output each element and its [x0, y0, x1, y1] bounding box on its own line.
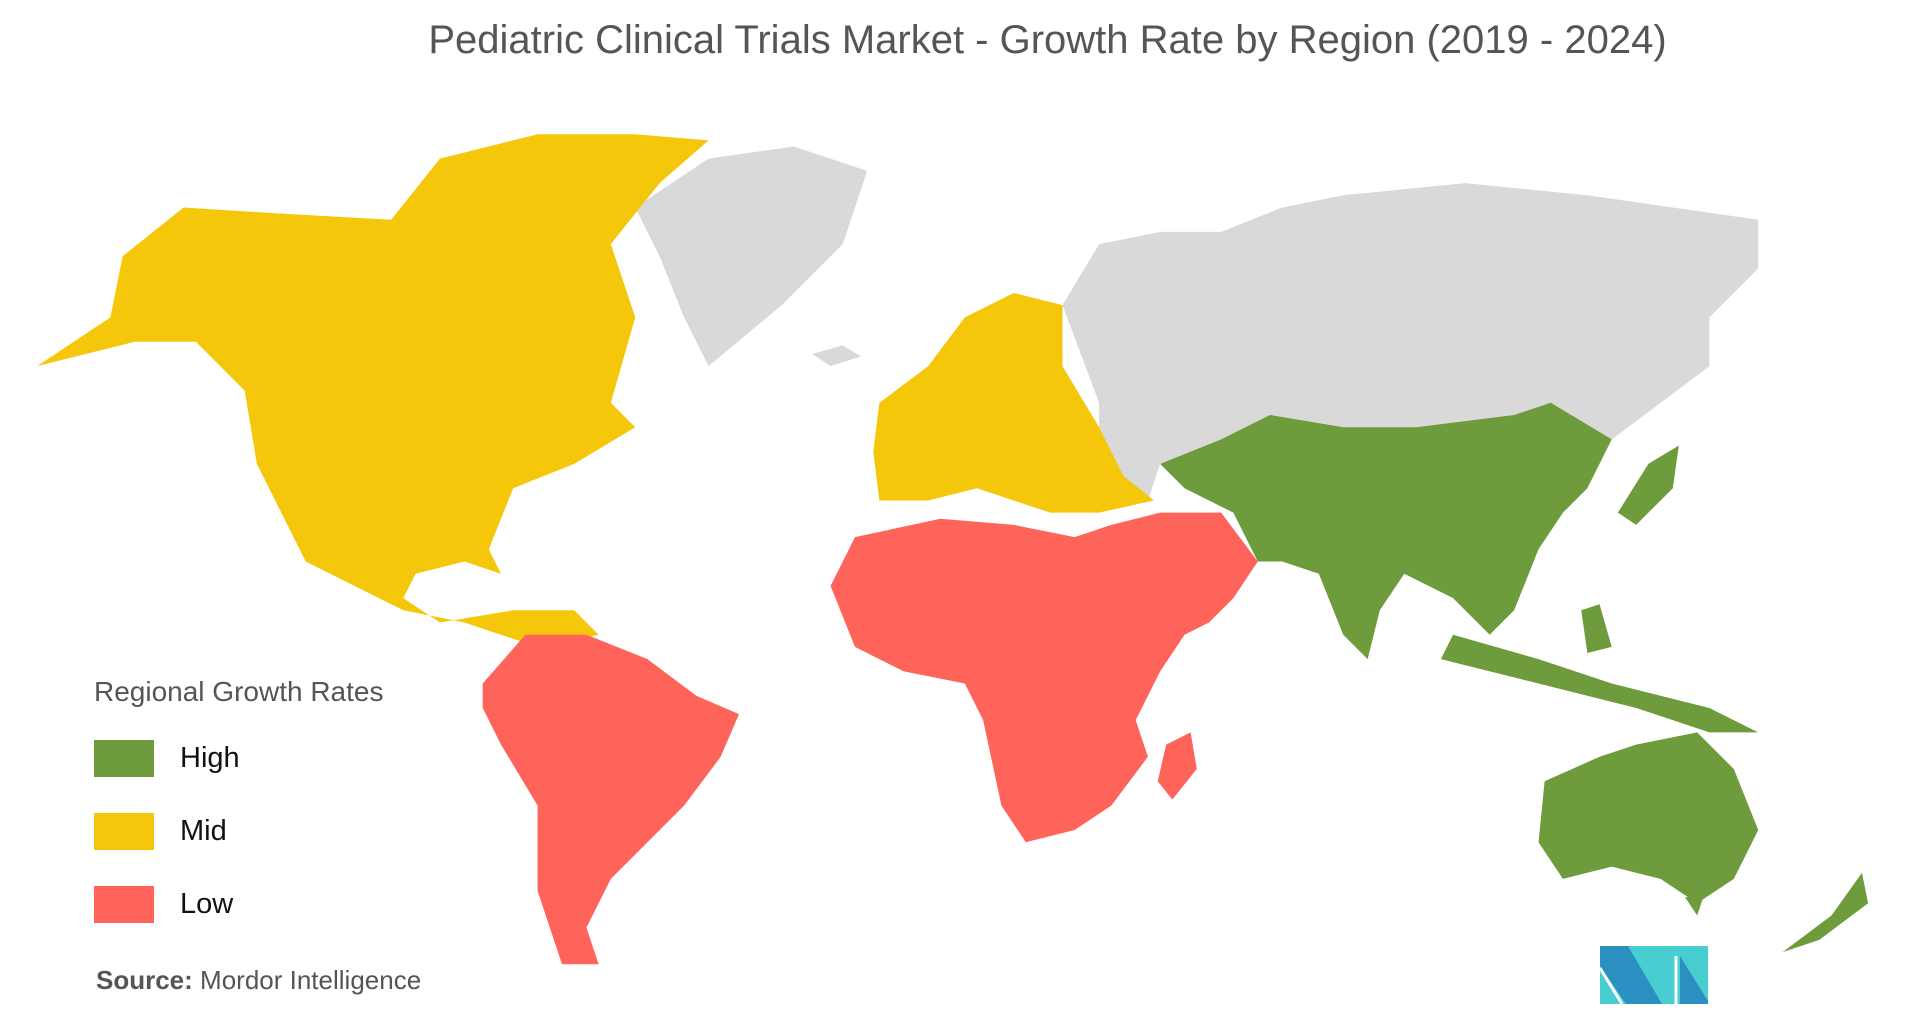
legend-label: Mid [180, 814, 227, 847]
region-asia-pacific [1160, 402, 1612, 660]
philippines [1581, 604, 1612, 654]
iceland [812, 345, 862, 367]
region-south-america [482, 634, 740, 965]
uk [897, 390, 923, 440]
greenland [635, 146, 868, 367]
new-zealand [1782, 872, 1869, 953]
source-note: Source: Mordor Intelligence [96, 965, 421, 996]
legend-label: Low [180, 887, 234, 920]
region-middle-east-africa [830, 512, 1258, 843]
region-europe [873, 292, 1155, 513]
legend-title: Regional Growth Rates [94, 676, 384, 707]
tasmania [1684, 897, 1704, 916]
legend-item-high: High [94, 738, 383, 778]
indonesia [1440, 634, 1759, 733]
australia [1538, 732, 1759, 904]
region-north-america [37, 134, 709, 647]
source-value: Mordor Intelligence [200, 965, 422, 995]
japan [1617, 445, 1679, 525]
legend-item-low: Low [94, 884, 383, 924]
madagascar [1157, 732, 1197, 800]
source-label: Source: [96, 965, 193, 995]
russia [1062, 183, 1759, 501]
legend: Regional Growth Rates High Mid Low [94, 676, 383, 957]
legend-label: High [180, 741, 240, 774]
legend-swatch-mid [94, 812, 154, 850]
legend-swatch-low [94, 885, 154, 923]
legend-swatch-high [94, 739, 154, 777]
legend-item-mid: Mid [94, 811, 383, 851]
mordor-intelligence-logo [1600, 946, 1708, 1004]
chart-title: Pediatric Clinical Trials Market - Growt… [428, 18, 1667, 62]
